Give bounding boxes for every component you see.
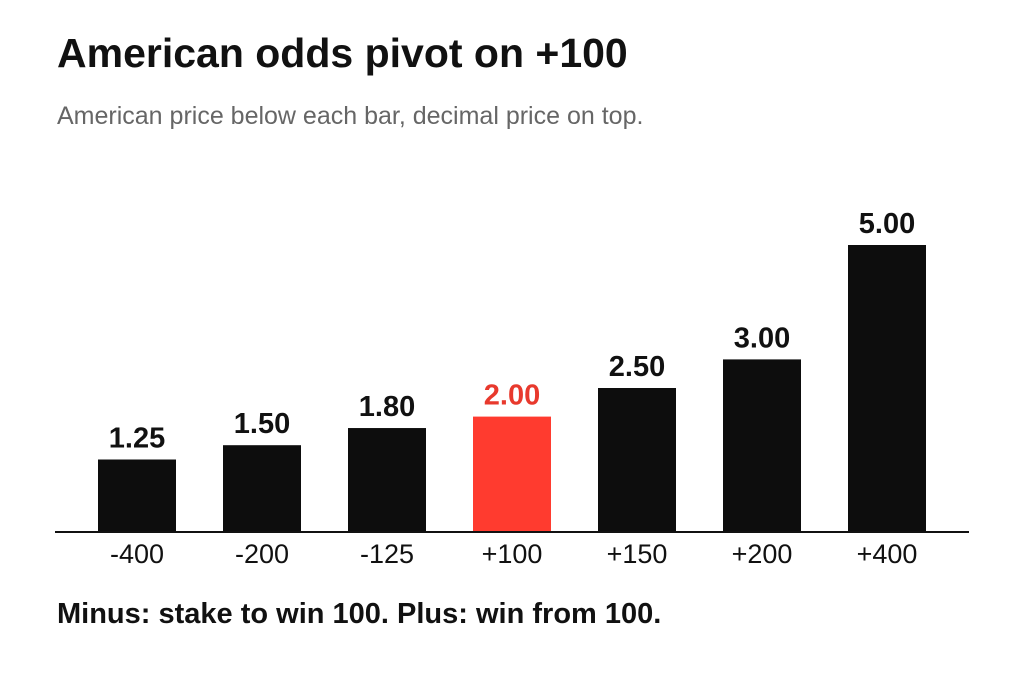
tick-label--400: -400 xyxy=(110,539,164,569)
bars-group xyxy=(98,245,926,531)
value-label-+200: 3.00 xyxy=(734,322,790,354)
chart-title: American odds pivot on +100 xyxy=(57,30,628,76)
bar--400 xyxy=(98,459,176,531)
tick-label-+150: +150 xyxy=(607,539,668,569)
value-label-+100: 2.00 xyxy=(484,380,540,412)
tick-label--125: -125 xyxy=(360,539,414,569)
bar-+150 xyxy=(598,388,676,531)
tick-label-+100: +100 xyxy=(482,539,543,569)
value-label--400: 1.25 xyxy=(109,423,165,455)
tick-label-+400: +400 xyxy=(857,539,918,569)
value-label--200: 1.50 xyxy=(234,408,290,440)
bar-+100 xyxy=(473,416,551,531)
tick-label--200: -200 xyxy=(235,539,289,569)
bar--125 xyxy=(348,428,426,531)
value-label-+400: 5.00 xyxy=(859,208,915,240)
bar-+400 xyxy=(848,245,926,531)
bar-+200 xyxy=(723,359,801,531)
value-label--125: 1.80 xyxy=(359,391,415,423)
chart-subtitle: American price below each bar, decimal p… xyxy=(57,102,644,130)
bar--200 xyxy=(223,445,301,531)
tick-label-+200: +200 xyxy=(732,539,793,569)
value-labels-group: 1.25 1.50 1.80 2.00 2.50 3.00 5.00 xyxy=(109,208,915,455)
value-label-+150: 2.50 xyxy=(609,351,665,383)
x-tick-labels-group: -400 -200 -125 +100 +150 +200 +400 xyxy=(110,539,917,569)
chart-footnote: Minus: stake to win 100. Plus: win from … xyxy=(57,598,662,630)
